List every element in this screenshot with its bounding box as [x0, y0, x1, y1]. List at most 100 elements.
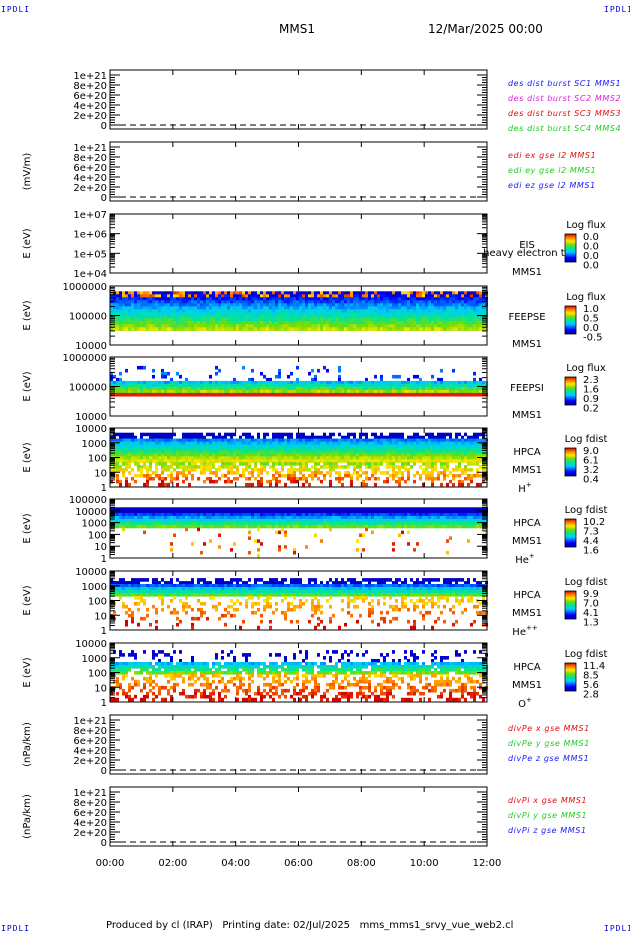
spectrogram-cell — [290, 386, 293, 391]
spectrogram-cell — [320, 459, 323, 463]
spectrogram-cell — [356, 312, 359, 316]
spectrogram-cell — [161, 389, 164, 394]
spectrogram-cell — [248, 462, 251, 466]
spectrogram-cell — [407, 377, 410, 382]
spectrogram-cell — [341, 297, 344, 301]
spectrogram-cell — [407, 306, 410, 310]
spectrogram-cell — [182, 465, 185, 469]
spectrogram-cell — [371, 291, 374, 295]
spectrogram-cell — [254, 441, 257, 446]
spectrogram-cell — [134, 441, 137, 446]
legend-entry: des dist burst SC4 MMS4 — [508, 124, 621, 133]
spectrogram-cell — [269, 459, 272, 463]
spectrogram-cell — [188, 321, 191, 325]
spectrogram-cell — [269, 377, 272, 382]
spectrogram-cell — [230, 291, 233, 295]
spectrogram-cell — [212, 380, 215, 385]
spectrogram-cell — [323, 465, 326, 469]
spectrogram-cell — [389, 321, 392, 325]
spectrogram-cell — [347, 444, 350, 448]
spectrogram-cell — [278, 389, 281, 394]
spectrogram-cell — [326, 300, 329, 304]
spectrogram-cell — [251, 438, 254, 443]
spectrogram-cell — [134, 521, 137, 526]
spectrogram-cell — [239, 447, 242, 451]
spectrogram-cell — [245, 450, 248, 454]
spectrogram-cell — [188, 309, 191, 313]
spectrogram-cell — [179, 380, 182, 385]
spectrogram-cell — [365, 389, 368, 394]
spectrogram-cell — [323, 389, 326, 394]
spectrogram-cell — [455, 468, 458, 472]
spectrogram-cell — [110, 392, 113, 397]
spectrogram-cell — [308, 441, 311, 446]
spectrogram-cell — [329, 294, 332, 298]
spectrogram-cell — [395, 450, 398, 454]
spectrogram-cell — [263, 468, 266, 472]
spectrogram-cell — [341, 459, 344, 463]
spectrogram-cell — [203, 441, 206, 446]
spectrogram-cell — [134, 444, 137, 448]
spectrogram-cell — [224, 392, 227, 397]
y-tick-label: 100000 — [69, 383, 107, 394]
spectrogram-cell — [260, 294, 263, 298]
spectrogram-cell — [224, 297, 227, 301]
spectrogram-cell — [218, 450, 221, 454]
spectrogram-cell — [407, 312, 410, 316]
spectrogram-cell — [308, 435, 311, 440]
spectrogram-cell — [296, 318, 299, 322]
spectrogram-cell — [164, 312, 167, 316]
spectrogram-cell — [326, 318, 329, 322]
spectrogram-cell — [449, 291, 452, 295]
spectrogram-cell — [329, 450, 332, 454]
spectrogram-cell — [149, 468, 152, 472]
spectrogram-cell — [473, 438, 476, 443]
spectrogram-cell — [236, 294, 239, 298]
colorbar-title: Log flux — [566, 363, 606, 374]
spectrogram-cell — [188, 471, 191, 475]
spectrogram-cell — [131, 435, 134, 440]
spectrogram-cell — [320, 389, 323, 394]
spectrogram-cell — [224, 386, 227, 391]
spectrogram-cell — [362, 318, 365, 322]
spectrogram-cell — [149, 380, 152, 385]
spectrogram-cell — [245, 324, 248, 328]
spectrogram-cell — [317, 291, 320, 295]
spectrogram-cell — [437, 377, 440, 382]
spectrogram-cell — [275, 318, 278, 322]
spectrogram-cell — [368, 392, 371, 397]
spectrogram-cell — [116, 389, 119, 394]
spectrogram-cell — [437, 471, 440, 475]
spectrogram-cell — [476, 432, 479, 437]
spectrogram-cell — [242, 468, 245, 472]
spectrogram-cell — [158, 392, 161, 397]
spectrogram-cell — [443, 432, 446, 437]
spectrogram-cell — [203, 468, 206, 472]
spectrogram-cell — [464, 294, 467, 298]
spectrogram-cell — [323, 300, 326, 304]
spectrogram-cell — [290, 392, 293, 397]
spectrogram-cell — [212, 300, 215, 304]
spectrogram-cell — [176, 516, 179, 520]
spectrogram-cell — [350, 444, 353, 448]
colorbar-tick-label: 0.4 — [583, 475, 599, 486]
spectrogram-cell — [236, 324, 239, 328]
spectrogram-cell — [458, 392, 461, 397]
spectrogram-cell — [428, 474, 431, 478]
spectrogram-cell — [233, 321, 236, 325]
spectrogram-cell — [233, 291, 236, 295]
spectrogram-cell — [173, 533, 176, 537]
spectrogram-cell — [122, 462, 125, 466]
spectrogram-cell — [377, 465, 380, 469]
spectrogram-cell — [215, 312, 218, 316]
spectrogram-cell — [278, 294, 281, 298]
spectrogram-cell — [185, 294, 188, 298]
spectrogram-cell — [263, 380, 266, 385]
spectrogram-cell — [374, 306, 377, 310]
spectrogram-cell — [413, 291, 416, 295]
spectrogram-cell — [188, 303, 191, 307]
spectrogram-cell — [128, 318, 131, 322]
spectrogram-cell — [197, 450, 200, 454]
spectrogram-cell — [179, 383, 182, 388]
spectrogram-cell — [176, 510, 179, 514]
